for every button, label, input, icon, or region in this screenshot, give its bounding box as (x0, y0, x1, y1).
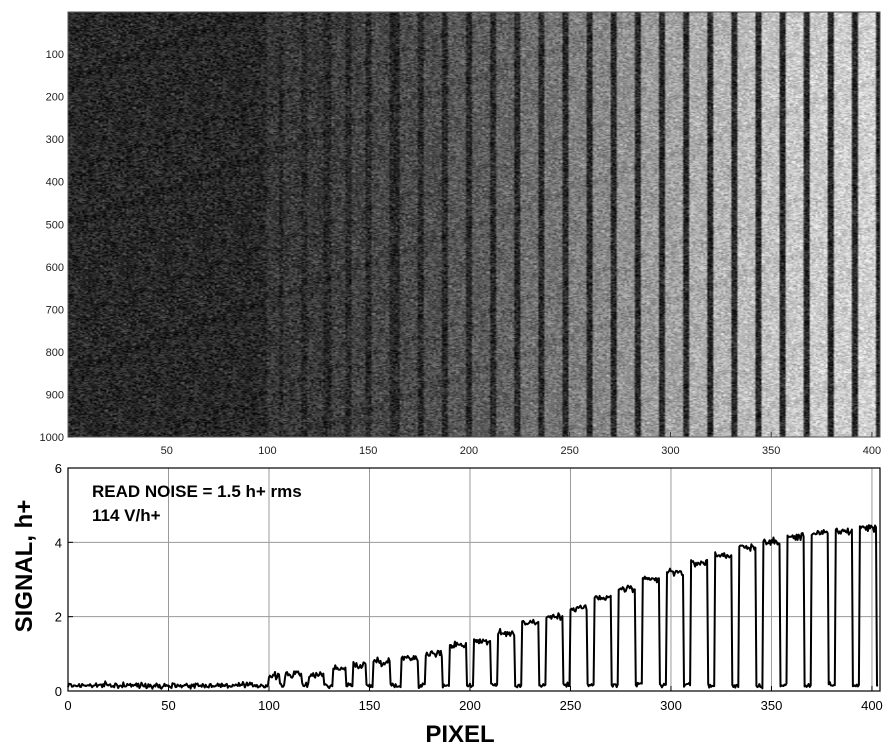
plot-x-tick-label: 200 (459, 698, 481, 713)
image-y-tick-label: 500 (46, 219, 64, 231)
x-axis-label: PIXEL (425, 721, 494, 748)
image-y-tick-label: 200 (46, 92, 64, 104)
annotation-gain: 114 V/h+ (92, 506, 161, 525)
plot-x-tick-label: 300 (660, 698, 682, 713)
y-axis-label: SIGNAL, h+ (11, 500, 38, 633)
noise-image (68, 12, 880, 437)
image-x-tick-label: 200 (460, 445, 478, 457)
plot-y-tick-label: 0 (55, 684, 62, 699)
image-panel: 50 100 150 200 250 300 350 400 100 200 300 400 500 6… (40, 11, 881, 457)
signal-line (67, 524, 879, 690)
plot-x-ticks: 0 50 100 150 200 250 300 350 400 (64, 686, 883, 713)
plot-y-tick-label: 6 (55, 461, 62, 476)
image-x-ticks: 50 100 150 200 250 300 350 400 (161, 432, 881, 457)
image-y-tick-label: 700 (46, 304, 64, 316)
image-x-tick-label: 350 (762, 445, 780, 457)
image-x-tick-label: 100 (258, 445, 276, 457)
plot-x-tick-label: 400 (861, 698, 883, 713)
plot-x-tick-label: 250 (560, 698, 582, 713)
image-y-ticks: 100 200 300 400 500 600 700 800 900 1000 (40, 49, 73, 444)
image-y-tick-label: 400 (46, 177, 64, 189)
image-y-tick-label: 800 (46, 347, 64, 359)
image-x-tick-label: 50 (161, 445, 173, 457)
image-y-tick-label: 100 (46, 49, 64, 61)
image-y-tick-label: 900 (46, 389, 64, 401)
plot-x-tick-label: 50 (161, 698, 175, 713)
annotation-read-noise: READ NOISE = 1.5 h+ rms (92, 482, 302, 501)
image-x-tick-label: 300 (661, 445, 679, 457)
plot-y-tick-label: 2 (55, 610, 62, 625)
plot-x-tick-label: 0 (64, 698, 71, 713)
image-y-tick-label: 600 (46, 262, 64, 274)
image-x-tick-label: 250 (561, 445, 579, 457)
plot-y-tick-label: 4 (55, 535, 62, 550)
image-x-tick-label: 150 (359, 445, 377, 457)
image-x-tick-label: 400 (863, 445, 881, 457)
plot-y-ticks: 0 2 4 6 (55, 461, 73, 699)
plot-x-tick-label: 100 (258, 698, 280, 713)
plot-x-tick-label: 150 (359, 698, 381, 713)
grid-lines (68, 468, 880, 691)
plot-frame (67, 467, 881, 692)
image-y-tick-label: 1000 (40, 432, 64, 444)
plot-x-tick-label: 350 (761, 698, 783, 713)
signal-panel: 0 50 100 150 200 250 300 350 400 0 2 4 6 READ NOISE… (11, 461, 883, 748)
image-y-tick-label: 300 (46, 134, 64, 146)
